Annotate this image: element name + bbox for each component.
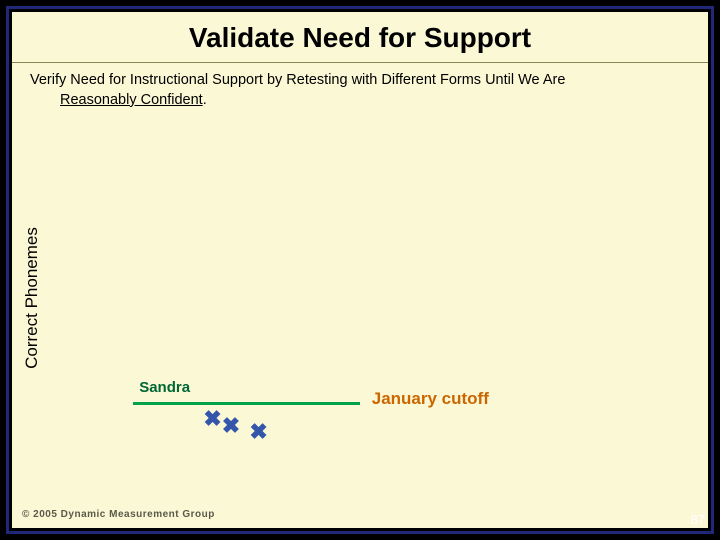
copyright-text: © 2005 Dynamic Measurement Group bbox=[22, 509, 215, 520]
legend-january-label: January cutoff bbox=[372, 389, 489, 409]
data-marker: ✖ bbox=[249, 421, 267, 443]
data-marker: ✖ bbox=[203, 408, 221, 430]
legend-sandra-label: Sandra bbox=[139, 379, 190, 396]
outer-frame: Validate Need for Support Verify Need fo… bbox=[0, 0, 720, 540]
slide-border: Validate Need for Support Verify Need fo… bbox=[6, 6, 714, 534]
slide-subtitle: Verify Need for Instructional Support by… bbox=[12, 69, 708, 110]
title-rule bbox=[12, 62, 708, 63]
subtitle-suffix: . bbox=[203, 92, 207, 108]
slide-body: Validate Need for Support Verify Need fo… bbox=[12, 12, 708, 528]
subtitle-prefix: Verify Need for Instructional Support by… bbox=[30, 72, 565, 88]
page-number: 87 bbox=[691, 512, 705, 527]
legend-sandra-line bbox=[133, 402, 359, 405]
plot-region: Sandra January cutoff ✖✖✖ bbox=[78, 140, 690, 472]
data-marker: ✖ bbox=[222, 415, 240, 437]
y-axis-label: Correct Phonemes bbox=[22, 227, 42, 369]
chart-area: Correct Phonemes Sandra January cutoff ✖… bbox=[30, 140, 690, 472]
subtitle-link[interactable]: Reasonably Confident bbox=[60, 92, 203, 108]
slide-title: Validate Need for Support bbox=[12, 12, 708, 62]
